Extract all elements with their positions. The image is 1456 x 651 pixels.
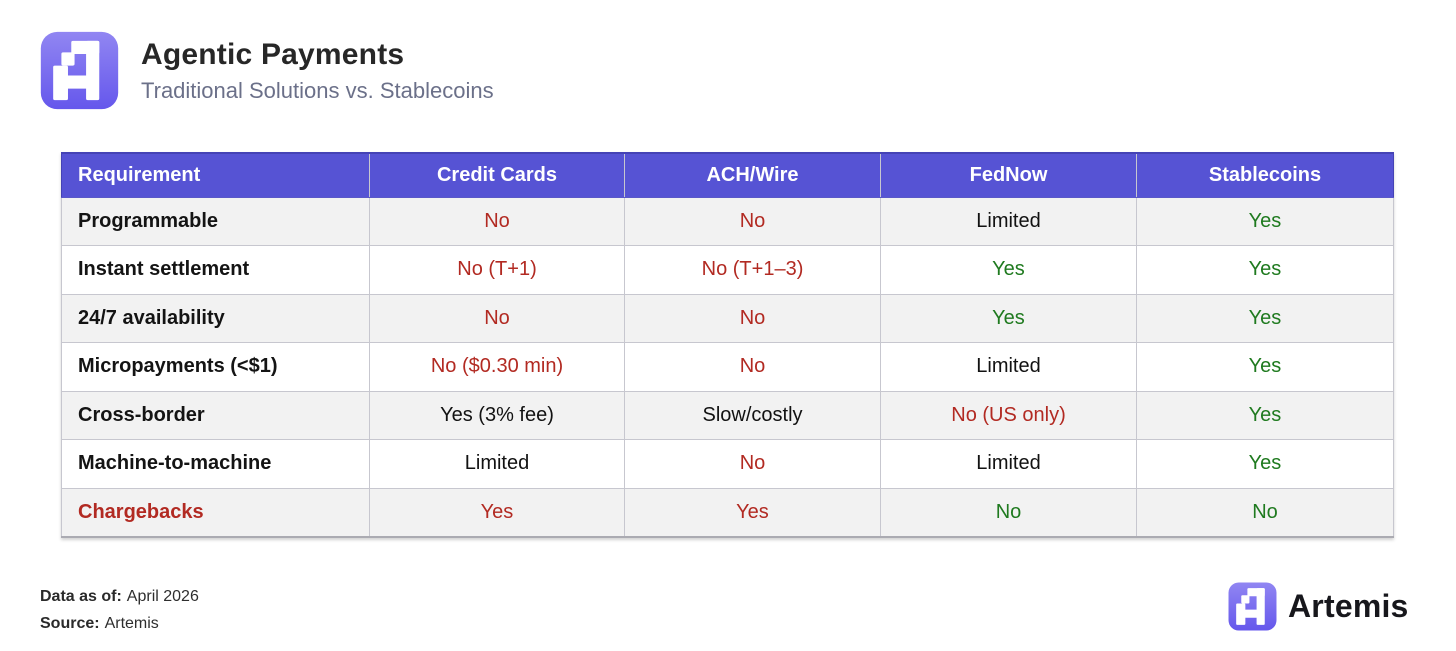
footer-brand-name: Artemis — [1288, 588, 1409, 624]
source-label: Source: — [40, 615, 100, 632]
table-cell: No — [880, 487, 1137, 538]
row-label: Programmable — [61, 196, 370, 246]
table-cell: No ($0.30 min) — [369, 342, 625, 392]
table-cell: Yes — [1136, 293, 1394, 343]
page-title: Agentic Payments — [141, 37, 405, 71]
table-cell: Limited — [880, 196, 1137, 246]
table-cell: Yes — [1136, 342, 1394, 392]
row-label: Cross-border — [61, 390, 370, 440]
table-row: Programmable No No Limited Yes — [61, 196, 1394, 246]
table-row: Chargebacks Yes Yes No No — [61, 487, 1394, 538]
table-cell: Limited — [880, 342, 1137, 392]
table-cell: No (T+1–3) — [624, 245, 881, 295]
table-cell: Limited — [369, 439, 625, 489]
table-row: 24/7 availability No No Yes Yes — [61, 293, 1394, 343]
table-cell: No — [369, 293, 625, 343]
row-label: Machine-to-machine — [61, 439, 370, 489]
table-header-row: Requirement Credit Cards ACH/Wire FedNow… — [61, 152, 1394, 198]
comparison-table: Requirement Credit Cards ACH/Wire FedNow… — [61, 152, 1394, 538]
table-row: Machine-to-machine Limited No Limited Yes — [61, 439, 1394, 489]
table-cell: Yes — [880, 293, 1137, 343]
table-cell: No — [624, 439, 881, 489]
table-cell: Yes (3% fee) — [369, 390, 625, 440]
table-cell: Limited — [880, 439, 1137, 489]
table-cell: Yes — [369, 487, 625, 538]
table-cell: Yes — [624, 487, 881, 538]
row-label: Micropayments (<$1) — [61, 342, 370, 392]
column-header-fednow: FedNow — [880, 152, 1137, 198]
footnote-data-as-of: Data as of: April 2026 — [40, 583, 199, 610]
header-text: Agentic Payments Traditional Solutions v… — [141, 38, 494, 104]
header: Agentic Payments Traditional Solutions v… — [40, 31, 494, 110]
table-cell: No (US only) — [880, 390, 1137, 440]
row-label: 24/7 availability — [61, 293, 370, 343]
footnote-source: Source: Artemis — [40, 610, 199, 637]
artemis-logo-icon — [40, 31, 119, 110]
footer-brand: Artemis — [1228, 582, 1409, 631]
table-cell: Yes — [1136, 439, 1394, 489]
table-cell: Slow/costly — [624, 390, 881, 440]
column-header-stablecoins: Stablecoins — [1136, 152, 1394, 198]
table-row: Instant settlement No (T+1) No (T+1–3) Yes Y… — [61, 245, 1394, 295]
table-row: Micropayments (<$1) No ($0.30 min) No Limit… — [61, 342, 1394, 392]
data-as-of-value: April 2026 — [126, 588, 199, 605]
table-cell: Yes — [1136, 196, 1394, 246]
column-header-credit-cards: Credit Cards — [369, 152, 625, 198]
table-body: Programmable No No Limited Yes Instant settle… — [61, 196, 1394, 538]
data-as-of-label: Data as of: — [40, 588, 122, 605]
column-header-ach-wire: ACH/Wire — [624, 152, 881, 198]
artemis-logo-icon — [1228, 582, 1277, 631]
footnotes: Data as of: April 2026 Source: Artemis — [40, 583, 199, 637]
table-cell: Yes — [1136, 245, 1394, 295]
table-cell: Yes — [880, 245, 1137, 295]
table-header: Requirement Credit Cards ACH/Wire FedNow… — [61, 152, 1394, 198]
table-row: Cross-border Yes (3% fee) Slow/costly No (U… — [61, 390, 1394, 440]
table-cell: No — [624, 293, 881, 343]
table-cell: No — [369, 196, 625, 246]
table-cell: No — [624, 342, 881, 392]
table-cell: No (T+1) — [369, 245, 625, 295]
source-value: Artemis — [104, 615, 159, 632]
column-header-requirement: Requirement — [61, 152, 370, 198]
row-label: Instant settlement — [61, 245, 370, 295]
table-cell: Yes — [1136, 390, 1394, 440]
comparison-table-wrap: Requirement Credit Cards ACH/Wire FedNow… — [61, 152, 1394, 538]
table-cell: No — [1136, 487, 1394, 538]
page-subtitle: Traditional Solutions vs. Stablecoins — [141, 77, 494, 103]
row-label: Chargebacks — [61, 487, 370, 538]
table-cell: No — [624, 196, 881, 246]
